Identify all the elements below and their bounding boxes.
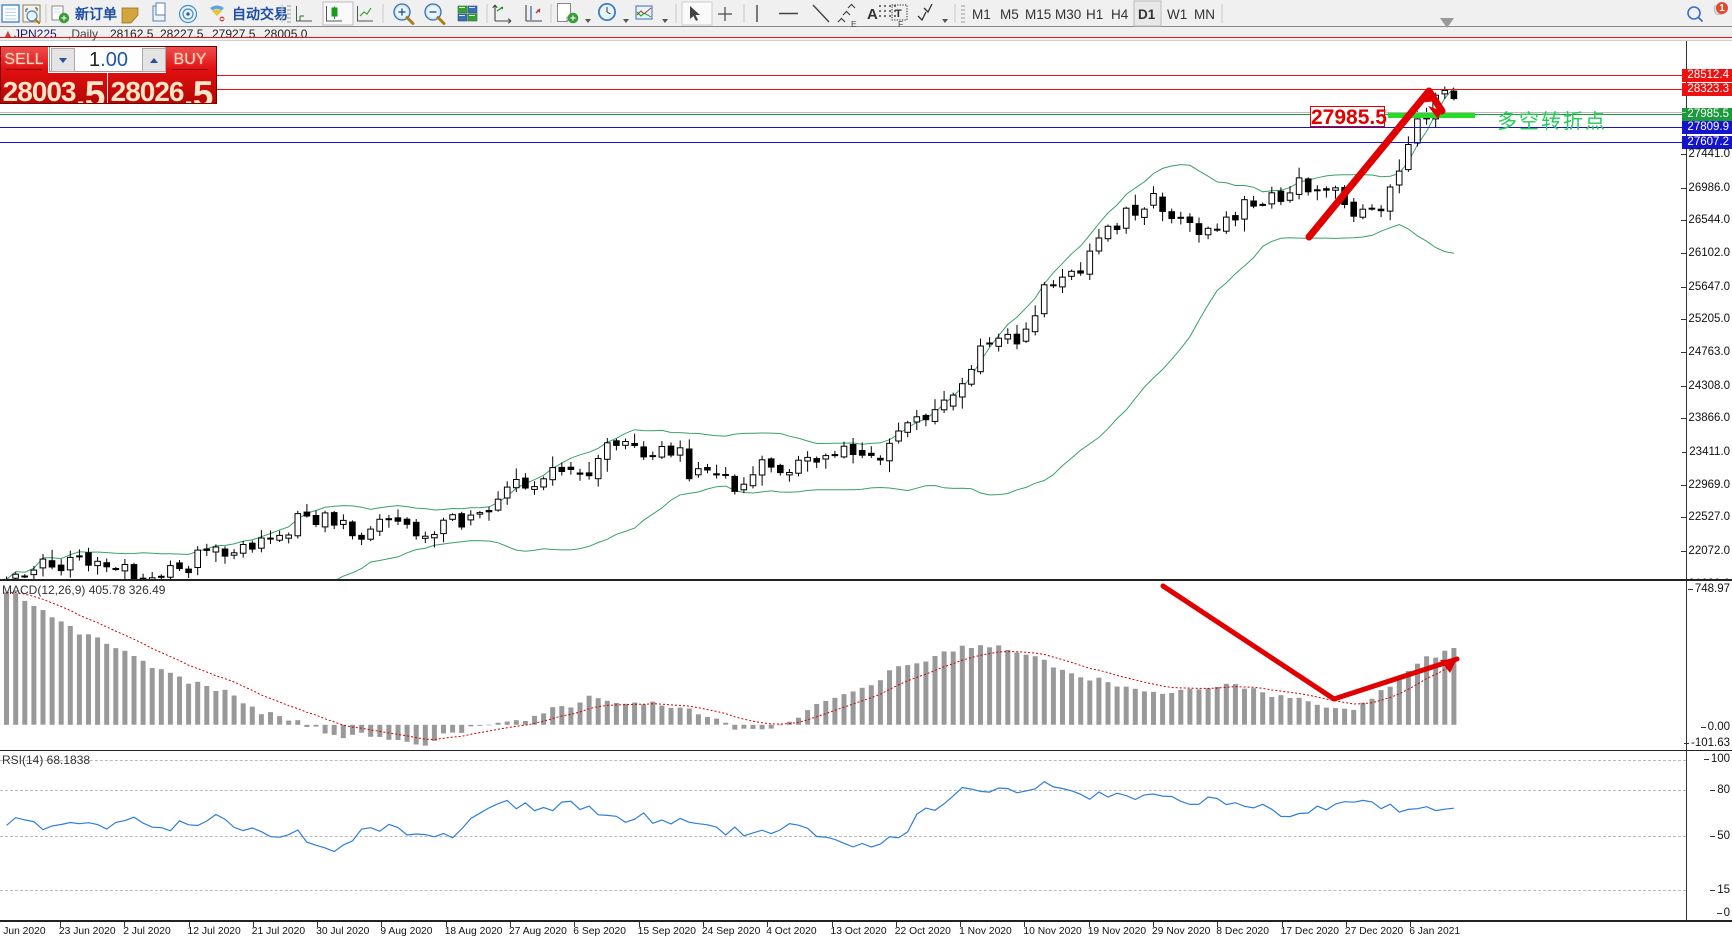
svg-text:1: 1: [1719, 3, 1725, 14]
